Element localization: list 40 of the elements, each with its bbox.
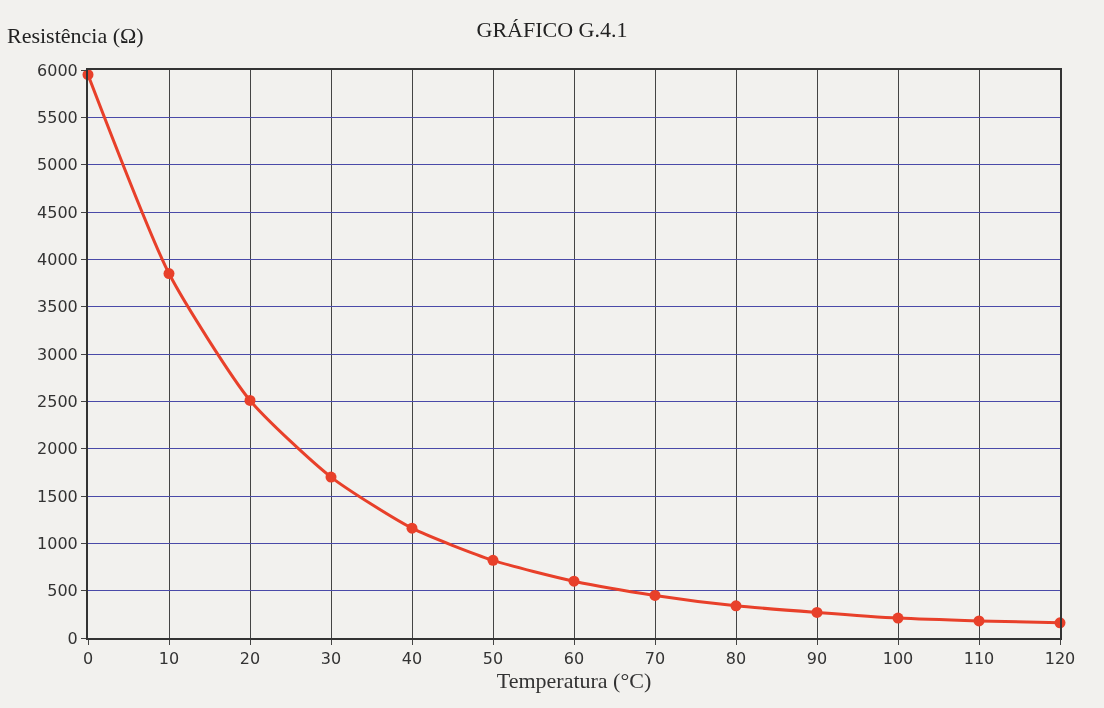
point (811, 606, 823, 618)
x-tick-label: 30 (320, 649, 342, 669)
y-tick-label: 2000 (37, 439, 78, 459)
point (244, 394, 256, 406)
x-tick-label: 40 (401, 649, 423, 669)
y-tick-label: 6000 (37, 60, 78, 80)
x-tick-label: 20 (239, 649, 261, 669)
y-tick-label: 2500 (37, 391, 78, 411)
point (568, 575, 580, 587)
x-tick-label: 100 (882, 649, 914, 669)
y-tick-label: 0 (67, 628, 78, 648)
point (649, 589, 661, 601)
y-tick-label: 1000 (37, 533, 78, 553)
x-tick-label: 60 (563, 649, 585, 669)
x-tick-label: 10 (158, 649, 180, 669)
x-axis-title: Temperatura (°C) (496, 668, 652, 694)
x-tick-label: 50 (482, 649, 504, 669)
y-tick-label: 500 (47, 581, 78, 601)
y-tick-label: 4000 (37, 249, 78, 269)
x-tick-label: 120 (1044, 649, 1076, 669)
point (163, 268, 175, 280)
y-tick-label: 5000 (37, 155, 78, 175)
point (973, 615, 985, 627)
point (892, 612, 904, 624)
y-axis-title: Resistência (Ω) (7, 23, 144, 48)
x-tick-label: 0 (82, 649, 94, 669)
y-tick-label: 4500 (37, 202, 78, 222)
point (730, 600, 742, 612)
point (487, 554, 499, 566)
y-tick-label: 1500 (37, 486, 78, 506)
y-tick-label: 3000 (37, 344, 78, 364)
y-tick-label: 3500 (37, 297, 78, 317)
chart-title: GRÁFICO G.4.1 (476, 16, 628, 42)
x-tick-label: 110 (963, 649, 995, 669)
y-tick-label: 5500 (37, 107, 78, 127)
point (325, 471, 337, 483)
point (406, 522, 418, 534)
x-tick-label: 80 (725, 649, 747, 669)
x-tick-label: 90 (806, 649, 828, 669)
x-tick-label: 70 (644, 649, 666, 669)
